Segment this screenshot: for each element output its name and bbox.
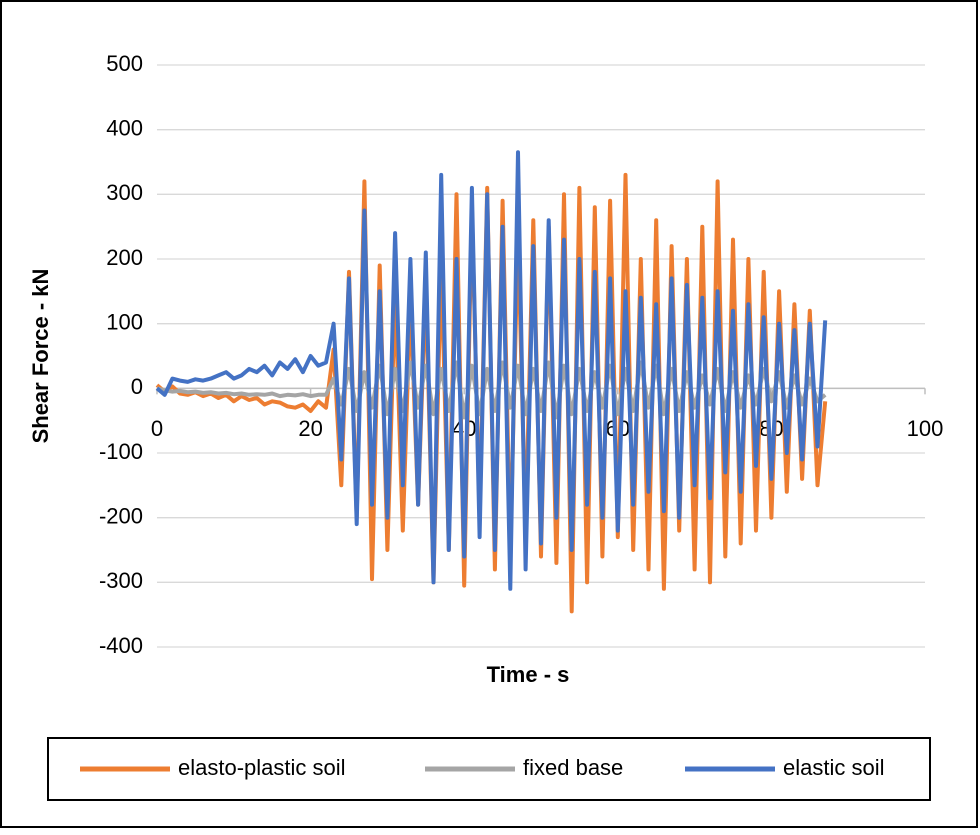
series-line xyxy=(155,150,828,591)
x-tick-label: 100 xyxy=(907,416,944,441)
y-tick-label: 0 xyxy=(131,374,143,399)
y-tick-label: 300 xyxy=(106,180,143,205)
legend-label: elastic soil xyxy=(783,755,884,780)
x-tick-label: 0 xyxy=(151,416,163,441)
plot xyxy=(155,150,828,614)
y-tick-label: -200 xyxy=(99,503,143,528)
legend-label: fixed base xyxy=(523,755,623,780)
y-tick-label: 200 xyxy=(106,245,143,270)
y-tick-label: 500 xyxy=(106,51,143,76)
y-tick-label: -300 xyxy=(99,568,143,593)
x-axis-label: Time - s xyxy=(487,662,570,687)
y-axis-label: Shear Force - kN xyxy=(28,269,53,444)
y-tick-label: 100 xyxy=(106,309,143,334)
legend: elasto-plastic soil fixed base elastic soi… xyxy=(80,755,884,780)
x-tick-label: 40 xyxy=(452,416,476,441)
y-tick-label: 400 xyxy=(106,115,143,140)
legend-label: elasto-plastic soil xyxy=(178,755,346,780)
x-tick-label: 20 xyxy=(298,416,322,441)
x-tick-label: 60 xyxy=(606,416,630,441)
y-tick-label: -400 xyxy=(99,633,143,658)
y-tick-label: -100 xyxy=(99,439,143,464)
